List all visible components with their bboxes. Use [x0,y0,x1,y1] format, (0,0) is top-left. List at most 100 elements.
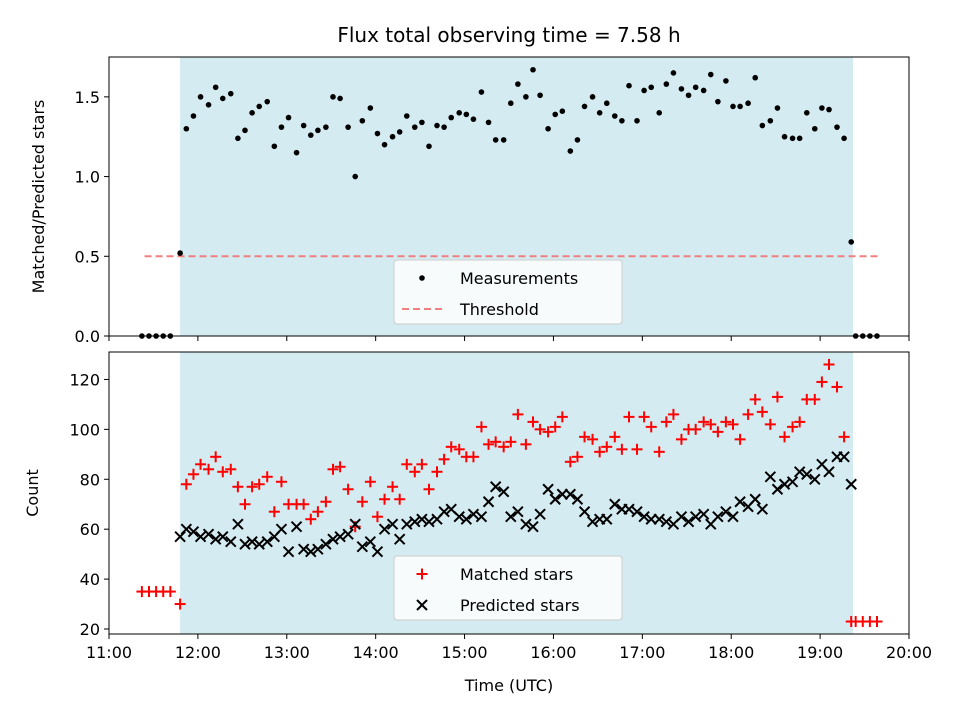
ratio-legend-label: Threshold [459,300,539,319]
measurement-point [323,124,329,130]
measurement-point [603,100,610,107]
predicted-stars-point [749,493,761,505]
measurement-point [352,173,359,180]
predicted-stars-point [378,523,391,535]
measurement-point [190,113,197,119]
measurement-point [381,141,388,148]
matched-stars-point [210,451,222,463]
predicted-stars-point [571,493,584,505]
predicted-stars-point [505,511,517,523]
measurement-point [819,105,825,111]
predicted-stars-point [290,520,303,533]
matched-stars-point [401,458,413,470]
count-legend-marker-x [416,599,428,611]
predicted-stars-point [512,506,524,518]
matched-stars-point [431,466,443,478]
measurement-point [834,124,840,130]
measurement-point [781,133,788,140]
matched-stars-point [742,408,754,420]
matched-stars-point [394,493,406,505]
measurement-point [374,130,381,137]
count-plot-frame [108,351,910,635]
matched-stars-point [164,586,176,598]
matched-stars-point [246,481,258,493]
measurement-point [611,113,618,119]
predicted-stars-point [631,506,643,518]
count-legend-box [393,555,623,621]
matched-stars-point [579,431,591,443]
matched-stars-point [364,476,376,488]
measurement-point [315,127,321,134]
matched-stars-point [690,423,702,435]
matched-stars-point [734,433,746,445]
ratio-legend-label: Measurements [460,269,578,288]
predicted-stars-point [542,483,554,495]
predicted-stars-point [342,528,354,540]
predicted-stars-point [225,535,237,548]
measurement-point [507,100,514,107]
matched-stars-point [667,408,679,420]
predicted-stars-point [638,511,650,523]
predicted-stars-point [202,528,215,540]
measurement-point [197,94,204,100]
predicted-stars-point [180,523,193,535]
predicted-stars-point [682,515,695,528]
matched-stars-point [601,441,613,453]
predicted-stars-point [601,513,613,525]
measurement-point [485,119,492,126]
predicted-stars-point [497,486,510,498]
x-tick-label: 12:00 [175,643,221,662]
predicted-stars-point [356,540,369,553]
matched-stars-point [534,423,546,435]
matched-stars-point [653,446,665,458]
matched-stars-point [571,451,583,463]
matched-stars-point [756,406,768,418]
matched-stars-point [631,443,643,455]
measurement-point [685,92,692,99]
matched-stars-point [675,433,687,445]
measurement-point [641,87,647,94]
ratio-y-axis-label: Matched/Predicted stars [29,100,48,294]
measurement-point [574,137,581,143]
measurement-point [619,117,625,124]
measurement-point [803,110,810,116]
x-tick-label: 16:00 [530,643,576,662]
measurement-point [492,137,499,143]
measurement-point [826,106,832,113]
count-legend-label: Matched stars [460,565,573,584]
predicted-stars-point [253,538,265,550]
matched-stars-point [564,456,576,468]
measurement-point [307,132,314,138]
matched-stars-point [320,496,332,508]
x-tick-label: 20:00 [886,643,932,662]
matched-stars-point [816,376,828,388]
matched-stars-point [556,411,568,423]
matched-stars-point [645,421,657,433]
measurement-point [367,105,374,111]
measurement-point [745,100,751,107]
matched-stars-point [174,598,186,610]
predicted-stars-point [312,543,324,555]
measurement-point [737,103,743,110]
measurement-point [596,110,603,116]
matched-stars-point [261,471,273,483]
matched-stars-point [809,393,821,405]
measurement-point [759,122,766,129]
matched-stars-point [871,616,883,628]
x-tick-label: 17:00 [619,643,665,662]
matched-stars-point [203,463,215,475]
measurement-point [523,94,529,100]
measurement-point [183,125,190,132]
predicted-stars-point [467,508,480,520]
predicted-stars-point [275,523,288,535]
measurement-point [700,87,707,94]
predicted-stars-point [239,538,251,550]
measurement-point [723,78,729,84]
matched-stars-point [312,506,324,518]
matched-stars-point [720,416,732,428]
measurement-point [264,98,271,105]
count-legend-label: Predicted stars [460,596,580,615]
measurement-point [419,119,425,126]
matched-stars-point [831,381,843,393]
matched-stars-point [453,443,465,455]
